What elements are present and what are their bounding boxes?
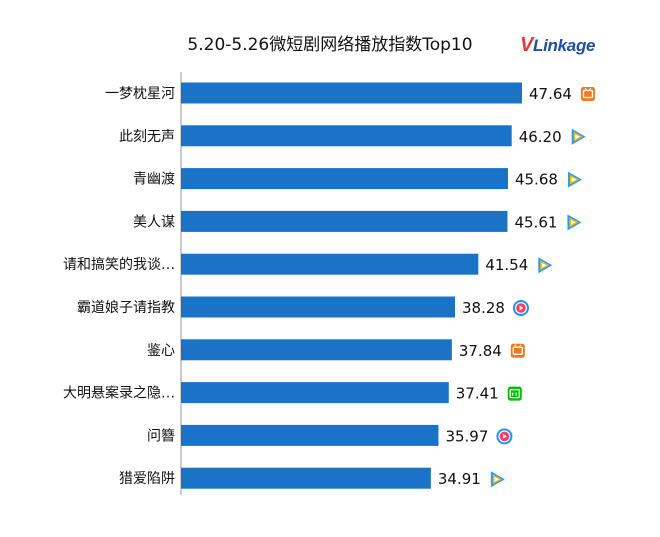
value-label: 47.64 xyxy=(529,85,572,103)
mango-tv-icon xyxy=(580,87,595,101)
bar xyxy=(181,339,452,361)
bar xyxy=(181,210,508,232)
category-label: 大明悬案录之隐… xyxy=(63,385,175,402)
value-label: 45.61 xyxy=(514,213,557,231)
bar xyxy=(181,253,479,275)
category-label: 青幽渡 xyxy=(133,172,175,188)
value-label: 41.54 xyxy=(485,256,528,274)
category-label: 美人谋 xyxy=(133,214,175,230)
bar xyxy=(181,168,508,190)
vlinkage-logo: VLinkage xyxy=(520,34,596,56)
bar xyxy=(181,467,431,489)
tencent-video-icon xyxy=(538,257,553,274)
iqiyi-icon xyxy=(507,386,522,401)
tencent-video-icon xyxy=(567,171,582,188)
category-label: 请和搞笑的我谈… xyxy=(63,257,175,273)
bar xyxy=(181,382,449,404)
bar xyxy=(181,82,522,104)
bar xyxy=(181,424,439,446)
mango-tv-icon xyxy=(510,343,525,358)
bar xyxy=(181,296,456,318)
value-label: 34.91 xyxy=(438,470,481,488)
bar xyxy=(181,125,512,147)
category-label: 问簪 xyxy=(147,428,175,444)
category-label: 猎爱陷阱 xyxy=(119,471,175,487)
tencent-video-icon xyxy=(490,471,505,488)
chart-title: 5.20-5.26微短剧网络播放指数Top10 xyxy=(187,35,473,55)
category-label: 一梦枕星河 xyxy=(105,86,175,102)
category-label: 鉴心 xyxy=(147,343,175,359)
value-label: 38.28 xyxy=(462,299,505,317)
tencent-video-icon xyxy=(567,214,582,231)
tencent-video-icon xyxy=(571,128,586,145)
value-label: 46.20 xyxy=(519,128,562,146)
value-label: 35.97 xyxy=(445,427,488,445)
youku-icon xyxy=(512,300,529,316)
category-label: 霸道娘子请指教 xyxy=(77,300,175,316)
value-label: 45.68 xyxy=(515,171,558,189)
value-label: 37.41 xyxy=(456,385,499,403)
youku-icon xyxy=(496,428,513,445)
value-label: 37.84 xyxy=(459,342,502,360)
category-label: 此刻无声 xyxy=(119,129,175,145)
